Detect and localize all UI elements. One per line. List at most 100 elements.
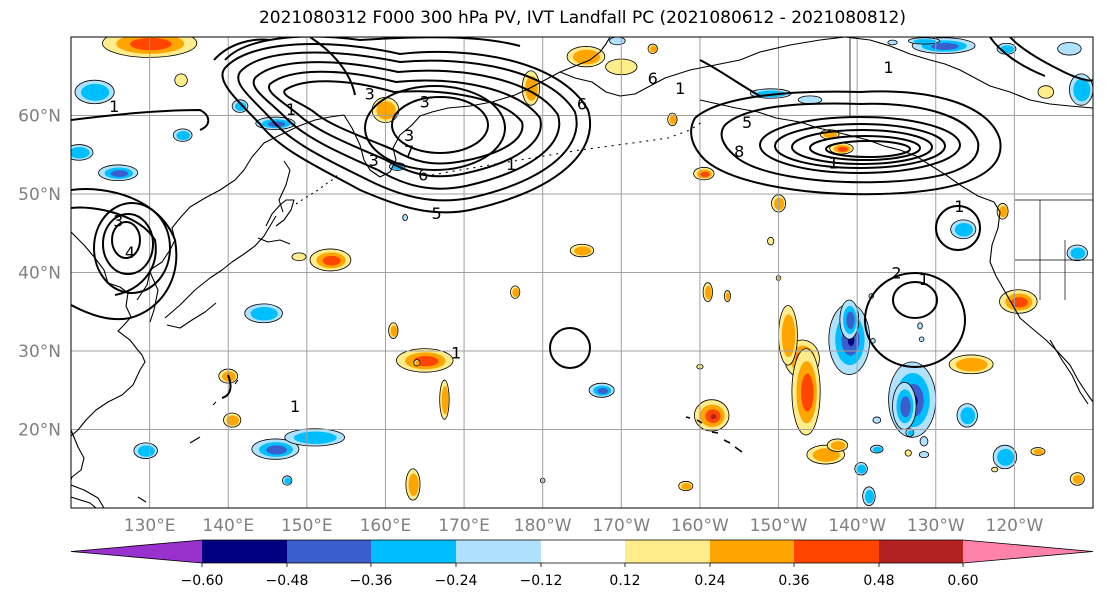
ivt-pc-shaded-area [960, 407, 976, 425]
contour-label: 3 [113, 212, 123, 231]
lon-tick-label: 130°E [124, 516, 176, 536]
ivt-pc-shaded-area [71, 147, 90, 159]
lon-tick-label: 150°W [750, 516, 808, 536]
ivt-pc-shaded-area [846, 311, 855, 330]
colorbar-tick-label: 0.24 [694, 573, 725, 589]
ivt-pc-shaded-area [954, 222, 973, 237]
ivt-pc-shading [71, 37, 1093, 507]
ivt-pc-shaded-area [991, 466, 999, 473]
colorbar-tick-label: −0.12 [520, 573, 563, 589]
longitude-labels: 130°E 140°E 150°E 160°E 170°E 180°W 170°W 160°W… [124, 516, 1044, 536]
colorbar-tick-label: 0.48 [863, 573, 894, 589]
ivt-pc-shaded-area [176, 131, 191, 141]
lat-tick-label: 30°N [18, 342, 61, 362]
lon-tick-label: 140°E [202, 516, 254, 536]
lon-tick-label: 130°W [907, 516, 965, 536]
colorbar-segment [371, 540, 456, 563]
contour-label: 3 [420, 92, 430, 111]
ivt-pc-shaded-area [1033, 449, 1044, 455]
ivt-pc-shaded-area [408, 473, 419, 497]
contour-label: 1 [954, 197, 964, 216]
colorbar-segment [794, 540, 879, 563]
contour-label: 1 [290, 397, 300, 416]
lon-tick-label: 170°E [438, 516, 490, 536]
ivt-pc-shaded-area [266, 445, 287, 455]
ivt-pc-shaded-area [837, 146, 848, 152]
colorbar-tick-label: 0.36 [778, 573, 809, 589]
ivt-pc-shaded-area [704, 285, 712, 300]
ivt-pc-shaded-area [725, 292, 731, 301]
map-frame [70, 36, 1094, 509]
ivt-pc-shaded-area [774, 197, 785, 211]
contour-label: 6 [418, 165, 428, 184]
contour-label: 1 [286, 100, 296, 119]
contour-label: 1 [109, 97, 119, 116]
contour-label: 2 [891, 264, 901, 283]
ivt-pc-shaded-area [830, 441, 846, 451]
contour-label: 1 [451, 344, 461, 363]
colorbar-segment [287, 540, 371, 563]
lon-tick-label: 180°W [514, 516, 572, 536]
contour-label: 5 [742, 113, 752, 132]
ivt-pc-shaded-area [918, 336, 925, 342]
ivt-pc-shaded-area [907, 430, 914, 436]
pv-contours [71, 37, 1093, 399]
lon-tick-label: 120°W [986, 516, 1044, 536]
lon-tick-label: 150°E [281, 516, 333, 536]
lon-tick-label: 160°E [360, 516, 412, 536]
ivt-pc-shaded-area [865, 489, 875, 504]
contour-label: 6 [577, 95, 587, 114]
lat-tick-label: 20°N [18, 421, 61, 441]
lat-tick-label: 50°N [18, 185, 61, 205]
colorbar-segment [710, 540, 794, 563]
coastlines [71, 37, 1093, 508]
ivt-pc-shaded-area [917, 322, 923, 330]
contour-label: 5 [431, 204, 441, 223]
ivt-pc-shaded-area [390, 325, 398, 337]
contour-label: 1 [828, 154, 838, 173]
colorbar-tick-label: −0.36 [350, 573, 393, 589]
ivt-pc-shaded-area [322, 255, 341, 266]
ivt-pc-shaded-area [291, 252, 307, 262]
ivt-pc-shaded-area [293, 431, 337, 444]
ivt-pc-shaded-area [174, 73, 188, 87]
ivt-pc-shaded-area [1072, 474, 1083, 484]
contour-label: 1 [675, 79, 685, 98]
lon-tick-label: 170°W [592, 516, 650, 536]
lon-tick-label: 140°W [828, 516, 886, 536]
ivt-pc-shaded-area [669, 115, 677, 125]
contour-label: 6 [648, 69, 658, 88]
ivt-pc-shaded-area [137, 445, 155, 457]
ivt-pc-shaded-area [1070, 247, 1086, 259]
ivt-pc-shaded-area [512, 288, 520, 298]
ivt-pc-shaded-area [812, 448, 840, 462]
contour-label: 3 [365, 85, 375, 104]
contour-label: 4 [125, 243, 135, 262]
ivt-pc-shaded-area [574, 246, 592, 256]
ivt-pc-shaded-area [904, 449, 912, 457]
ivt-pc-shaded-area [999, 206, 1008, 218]
ivt-pc-shaded-area [250, 306, 278, 321]
ivt-pc-shaded-area [955, 357, 988, 372]
lat-tick-label: 40°N [18, 264, 61, 284]
ivt-pc-shaded-area [857, 464, 867, 474]
ivt-pc-shaded-area [402, 214, 408, 222]
colorbar-segment [879, 540, 963, 563]
ivt-pc-shaded-area [572, 49, 601, 65]
ivt-pc-shaded-area [919, 436, 929, 447]
ivt-pc-shaded-area [781, 314, 796, 358]
colorbar-segment [456, 540, 541, 563]
lon-tick-label: 160°W [671, 516, 729, 536]
colorbar-segment [202, 540, 287, 563]
map-title: 2021080312 F000 300 hPa PV, IVT Landfall… [258, 8, 906, 28]
ivt-pc-shaded-area [918, 451, 930, 459]
colorbar-tick-label: 0.60 [947, 573, 978, 589]
ivt-pc-shaded-area [1011, 297, 1028, 308]
ivt-pc-shaded-area [1057, 42, 1082, 56]
colorbar-segment [541, 540, 625, 563]
ivt-pc-shaded-area [913, 39, 936, 44]
ivt-pc-shaded-area [1073, 78, 1091, 102]
ivt-pc-shaded-area [81, 83, 110, 101]
ivt-pc-shaded-area [130, 37, 172, 51]
